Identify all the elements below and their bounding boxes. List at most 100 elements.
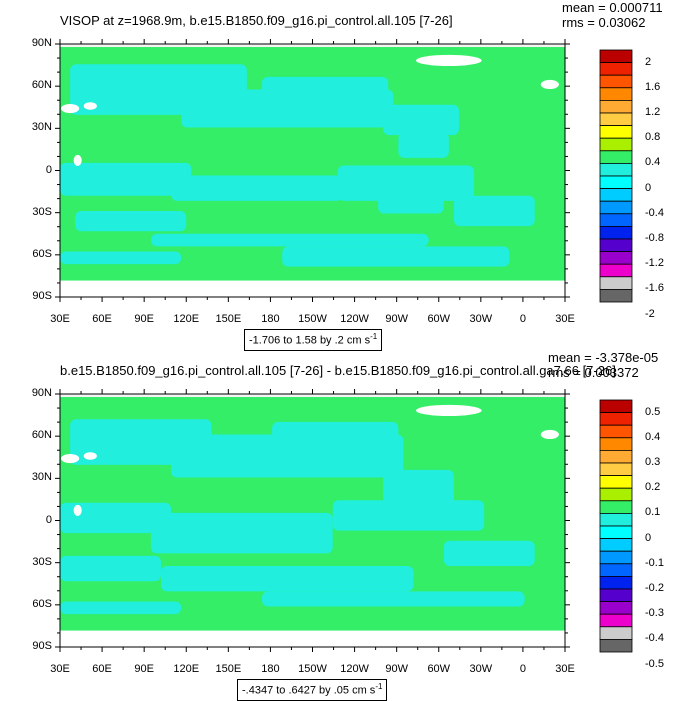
colorbar-box (599, 639, 633, 653)
lon-label: 90W (385, 663, 408, 675)
lon-label: 30W (469, 313, 493, 325)
cyan-field-patch (75, 210, 187, 232)
north-edge-mask (60, 44, 565, 48)
antarctica-mask (60, 280, 565, 297)
lon-label: 60W (427, 663, 451, 675)
lon-label: 30E (555, 313, 575, 325)
colorbar-box (599, 399, 633, 414)
colorbar-box (599, 276, 633, 290)
lat-label: 90N (31, 387, 52, 399)
colorbar-box (599, 613, 633, 628)
lat-label: 30N (31, 121, 52, 134)
lon-label: 30E (555, 663, 575, 675)
colorbar-box (599, 500, 633, 514)
lon-label: 60W (427, 313, 451, 325)
lon-label: 150E (215, 663, 242, 675)
lon-label: 150W (298, 313, 327, 325)
inland-mask (83, 452, 97, 460)
lon-label: 90E (134, 663, 154, 675)
lon-label: 60E (92, 313, 112, 325)
colorbar-box (599, 601, 633, 615)
lat-label: 90N (31, 37, 52, 49)
cyan-field-patch (171, 175, 343, 201)
cyan-field-patch (282, 246, 510, 267)
colorbar-label: 1.6 (645, 80, 661, 93)
cyan-field-patch (378, 193, 444, 214)
colorbar-label: 2 (645, 55, 652, 68)
cyan-field-patch (383, 469, 454, 506)
cyan-field-patch (60, 251, 182, 265)
colorbar-label: -0.4 (645, 206, 664, 219)
cyan-field-patch (150, 233, 429, 247)
colorbar-box (599, 225, 633, 240)
red-sea-mask (73, 504, 82, 516)
panel1-range-sup: -1 (370, 332, 378, 341)
colorbar-label: 0 (645, 181, 652, 194)
lon-label: 0 (519, 313, 526, 325)
lat-label: 60S (32, 597, 52, 610)
panel2-range-box: -.4347 to .6427 by .05 cm s-1 (237, 679, 388, 701)
lon-label: 120W (340, 313, 369, 325)
lat-label: 30S (32, 205, 52, 218)
panel2-mean: mean = -3.378e-05 (548, 350, 659, 365)
cyan-field-patch (262, 591, 525, 607)
cyan-field-patch (262, 76, 389, 108)
cyan-field-patch (332, 500, 485, 531)
inland-mask (83, 102, 97, 110)
lon-label: 120E (173, 313, 200, 325)
colorbar-label: 1.2 (645, 106, 661, 118)
panel2-range-text: -.4347 to .6427 by .05 cm s (242, 684, 376, 697)
colorbar-box (599, 513, 633, 527)
cyan-field-patch (398, 132, 449, 158)
colorbar-box (599, 475, 633, 489)
colorbar-box (599, 288, 633, 303)
lon-label: 60E (92, 663, 112, 675)
colorbar-box (599, 626, 633, 640)
lat-label: 60S (32, 247, 52, 260)
colorbar-label: -0.4 (645, 632, 664, 645)
cyan-field-patch (272, 421, 399, 448)
cyan-field-patch (60, 555, 161, 582)
cyan-field-patch (60, 502, 172, 534)
cyan-field-patch (60, 162, 192, 196)
cyan-field-patch (161, 566, 414, 592)
colorbar-box (599, 137, 633, 152)
colorbar-box (599, 525, 633, 540)
colorbar-box (599, 200, 633, 215)
colorbar-box (599, 462, 633, 477)
colorbar-label: 0.5 (645, 405, 661, 418)
colorbar-box (599, 550, 633, 565)
lat-label: 30N (31, 471, 52, 484)
lat-label: 90S (32, 290, 52, 302)
panel1-rms: rms = 0.03062 (562, 15, 646, 30)
lon-label: 180 (261, 663, 280, 675)
colorbar-box (599, 112, 633, 127)
panel1-range-box: -1.706 to 1.58 by .2 cm s-1 (244, 329, 383, 351)
panel1-range-text: -1.706 to 1.58 by .2 cm s (249, 334, 371, 347)
colorbar-label: 0.2 (645, 481, 661, 494)
colorbar-label: -0.2 (645, 582, 664, 594)
lon-label: 30E (50, 313, 70, 325)
greenland-mask (416, 54, 482, 67)
lon-label: 180 (261, 313, 280, 325)
baltic-mask (540, 79, 559, 90)
colorbar-label: 0 (645, 531, 652, 544)
colorbar-label: -2 (645, 307, 655, 320)
colorbar-box (599, 49, 633, 64)
lat-label: 30S (32, 555, 52, 568)
north-edge-mask (60, 394, 565, 398)
colorbar-box (599, 563, 633, 577)
baltic-mask (540, 429, 559, 440)
colorbar-box (599, 449, 633, 464)
lon-label: 90W (385, 313, 408, 325)
colorbar-label: 0.4 (645, 156, 661, 169)
cyan-field-patch (60, 601, 182, 615)
lon-label: 120W (340, 663, 369, 675)
cyan-field-patch (453, 195, 535, 227)
map-panel-1 (55, 39, 570, 302)
colorbar-box (599, 238, 633, 253)
panel2-title: b.e15.B1850.f09_g16.pi_control.all.105 [… (60, 363, 616, 378)
lat-label: 90S (32, 640, 52, 652)
lon-label: 30W (469, 663, 493, 675)
